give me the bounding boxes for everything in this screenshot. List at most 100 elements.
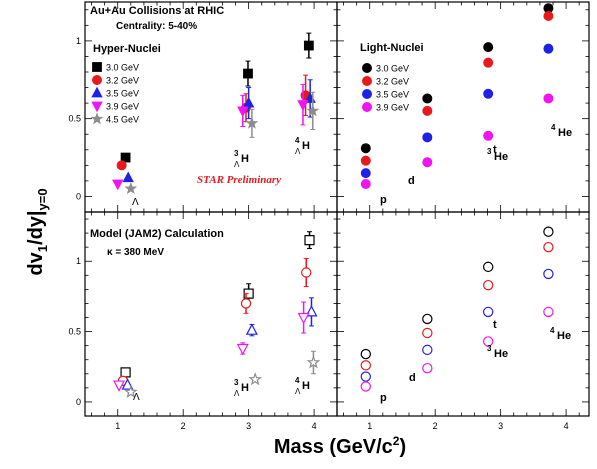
- x-tick-label: 1: [115, 421, 120, 431]
- data-point: [484, 281, 493, 290]
- data-point: [423, 328, 432, 337]
- data-point: [544, 94, 553, 103]
- data-point: [238, 344, 248, 354]
- data-point: [361, 156, 370, 165]
- data-point: [308, 357, 318, 367]
- label-subscript: Λ: [295, 387, 301, 396]
- data-point: [247, 325, 257, 335]
- label-h4: 4 Λ H: [295, 376, 310, 396]
- data-point: [423, 314, 432, 323]
- label-he3: 3 He: [487, 344, 508, 360]
- data-point: [484, 307, 493, 316]
- legend-title: Hyper-Nuclei: [93, 43, 161, 55]
- legend: 3.0 GeV 3.2 GeV 3.5 GeV 3.9 GeV 4.5 GeV: [92, 63, 139, 125]
- series-3.2-gev: [361, 243, 553, 370]
- legend-label: 4.5 GeV: [106, 115, 139, 125]
- legend-label: 3.2 GeV: [376, 77, 409, 87]
- data-point: [423, 94, 432, 103]
- series-3.5-gev: [361, 269, 553, 381]
- panel-title: Model (JAM2) Calculation: [90, 228, 224, 240]
- legend-label: 3.0 GeV: [106, 63, 139, 73]
- series-3.2-gev: [361, 11, 553, 165]
- legend-title: Light-Nuclei: [360, 42, 424, 54]
- legend-label: 3.5 GeV: [106, 89, 139, 99]
- panel-subtitle: κ = 380 MeV: [107, 247, 164, 258]
- series-3.2-gev: [118, 258, 310, 385]
- data-point: [423, 133, 432, 142]
- data-point: [302, 268, 311, 277]
- data-point: [250, 374, 260, 384]
- label-h4: 4 Λ H: [295, 136, 310, 156]
- x-tick-label: 2: [181, 421, 186, 431]
- label-d: d: [409, 372, 416, 384]
- label-d: d: [408, 175, 415, 187]
- label-p: p: [380, 194, 387, 206]
- label-subscript: Λ: [234, 389, 240, 398]
- series-4.5-gev: [126, 351, 319, 396]
- data-point: [361, 349, 370, 358]
- legend-marker: [362, 76, 371, 85]
- data-point: [304, 41, 313, 50]
- data-point: [243, 69, 252, 78]
- data-point: [423, 158, 432, 167]
- data-point: [544, 227, 553, 236]
- data-point: [123, 172, 133, 182]
- label-he4: 4 He: [550, 326, 571, 342]
- data-point: [113, 180, 123, 190]
- data-point: [361, 144, 370, 153]
- panel-top_right: 3.0 GeV 3.2 GeV 3.5 GeV 3.9 GeV: [337, 2, 589, 212]
- label-text: H: [302, 140, 310, 152]
- data-point: [305, 236, 314, 245]
- preliminary-label: STAR Preliminary: [197, 174, 281, 186]
- label-subscript: Λ: [234, 160, 240, 169]
- legend: 3.0 GeV 3.2 GeV 3.5 GeV 3.9 GeV: [362, 63, 409, 112]
- legend-label: 3.5 GeV: [376, 90, 409, 100]
- label-superscript: 4: [551, 123, 556, 132]
- data-point: [299, 314, 309, 324]
- x-tick-label: 3: [498, 421, 503, 431]
- label-superscript: 4: [550, 326, 555, 335]
- data-point: [544, 44, 553, 53]
- label-superscript: 4: [295, 136, 300, 145]
- label-lambda: Λ: [132, 197, 139, 208]
- series-3.2-gev: [117, 75, 310, 170]
- panel-frame: [337, 2, 589, 212]
- x-axis-label: Mass (GeV/c2): [274, 434, 406, 458]
- label-h3: 3Λ H: [234, 378, 249, 398]
- data-point: [298, 101, 308, 111]
- x-tick-label: 3: [246, 421, 251, 431]
- y-tick-label: 0: [76, 397, 81, 407]
- label-text: He: [494, 151, 508, 163]
- label-he3: 3 He: [487, 147, 508, 163]
- y-tick-label: 1: [76, 36, 81, 46]
- data-point: [484, 43, 493, 52]
- legend-marker: [92, 75, 101, 84]
- data-point: [361, 382, 370, 391]
- data-point: [484, 58, 493, 67]
- x-tick-label: 2: [433, 421, 438, 431]
- legend-marker: [92, 88, 102, 98]
- legend-label: 3.2 GeV: [106, 76, 139, 86]
- data-point: [126, 183, 136, 193]
- data-point: [484, 131, 493, 140]
- data-point: [484, 262, 493, 271]
- data-point: [241, 299, 250, 308]
- series-3.9-gev: [114, 302, 309, 391]
- legend-marker: [362, 89, 371, 98]
- data-point: [121, 368, 130, 377]
- label-text: H: [241, 153, 249, 165]
- data-point: [423, 106, 432, 115]
- data-point: [544, 11, 553, 20]
- label-p: p: [380, 392, 387, 404]
- data-point: [423, 364, 432, 373]
- data-point: [544, 243, 553, 252]
- data-point: [361, 361, 370, 370]
- legend-label: 3.9 GeV: [376, 103, 409, 113]
- label-superscript: 4: [295, 376, 300, 385]
- data-point: [361, 169, 370, 178]
- label-text: He: [494, 348, 508, 360]
- y-tick-label: 0.5: [68, 327, 81, 337]
- label-text: H: [241, 382, 249, 394]
- data-point: [244, 98, 254, 108]
